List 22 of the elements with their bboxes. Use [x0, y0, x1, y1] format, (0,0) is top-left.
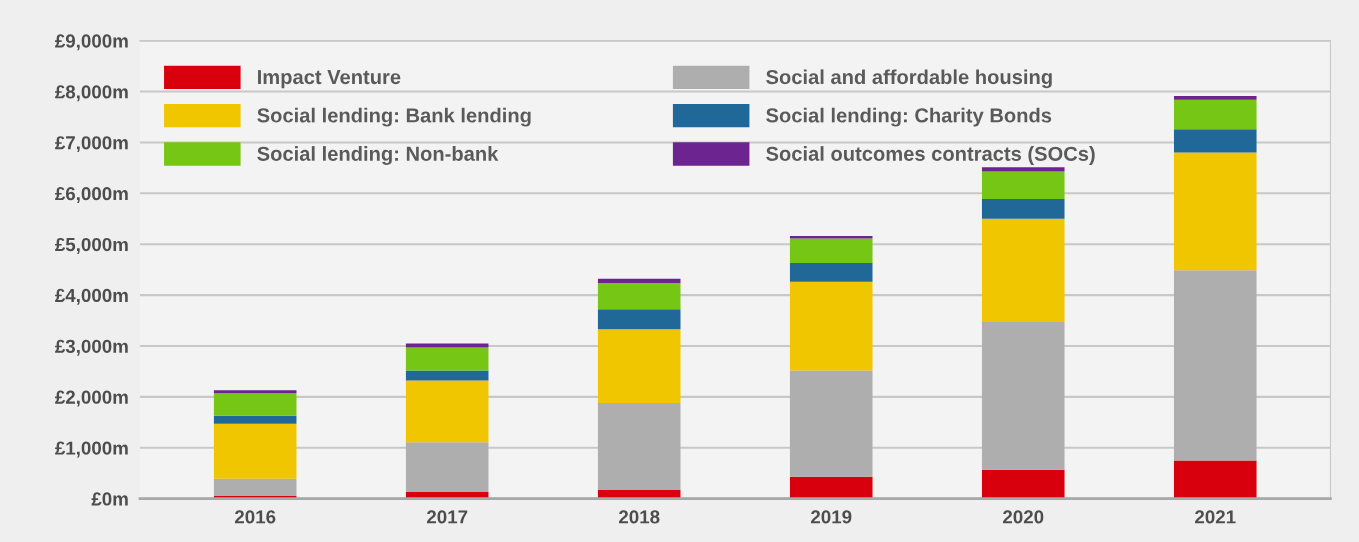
- x-tick-label: 2020: [1003, 510, 1044, 524]
- x-tick-label: 2021: [1195, 510, 1236, 524]
- legend-label: Social outcomes contracts (SOCs): [766, 146, 1095, 165]
- y-tick-label: £5,000m: [55, 237, 128, 254]
- legend-label: Social and affordable housing: [766, 69, 1052, 89]
- x-tick-label: 2017: [427, 510, 468, 524]
- y-tick-label: £3,000m: [55, 339, 128, 356]
- x-tick-label: 2016: [234, 510, 276, 524]
- y-tick-label: £2,000m: [55, 390, 128, 407]
- legend-label: Social lending: Non-bank: [257, 146, 499, 165]
- y-tick-label: £4,000m: [55, 288, 128, 305]
- y-tick-label: £8,000m: [55, 85, 128, 102]
- x-tick-label: 2019: [811, 510, 852, 524]
- y-tick-label: £0m: [91, 492, 128, 506]
- x-tick-label: 2018: [619, 510, 660, 524]
- y-tick-label: £7,000m: [55, 136, 128, 153]
- y-tick-label: £1,000m: [55, 441, 128, 458]
- y-tick-label: £9,000m: [55, 34, 128, 51]
- legend-label: Impact Venture: [258, 70, 401, 89]
- legend-label: Social lending: Charity Bonds: [766, 107, 1052, 127]
- legend-label: Social lending: Bank lending: [257, 107, 531, 127]
- y-tick-label: £6,000m: [55, 187, 128, 204]
